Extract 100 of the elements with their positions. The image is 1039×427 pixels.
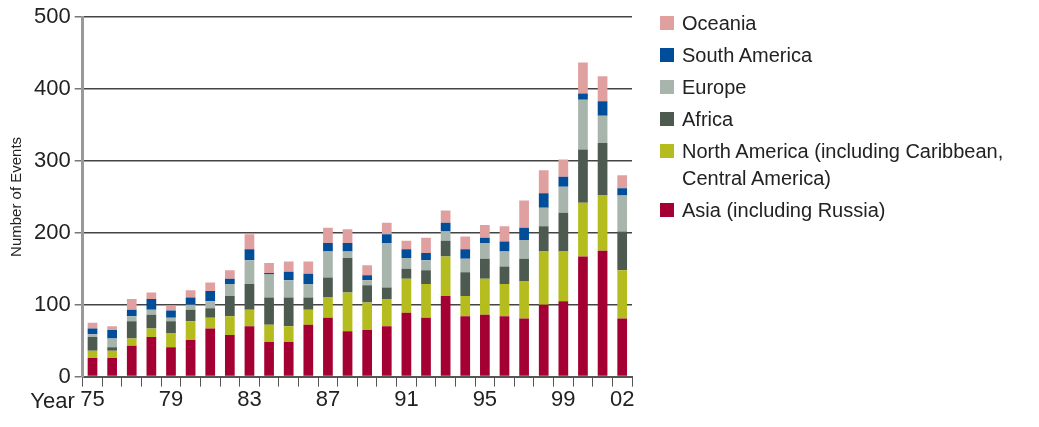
bar [146,298,157,310]
bar [538,304,549,376]
bar [166,321,176,334]
bar [617,188,628,196]
x-axis-title: Year [30,387,75,413]
bar [499,283,510,317]
x-tick-label: 02 [609,385,635,411]
bar [558,251,569,302]
bar [558,301,569,376]
bar [460,236,471,250]
bar [224,334,235,376]
bar [519,258,529,281]
bar [480,314,490,376]
bar [558,176,569,187]
bar [87,334,98,338]
x-tick-label: 91 [394,385,419,411]
bar [323,242,333,252]
bar [323,277,333,298]
bar [303,283,314,298]
bar [126,309,137,317]
bar [401,278,412,313]
bar [205,282,216,292]
bar [421,317,431,376]
bar [460,316,471,376]
bar [597,101,608,116]
bar [244,249,255,261]
bar [480,278,490,315]
bar [519,281,529,319]
bar [597,250,608,376]
bar [578,149,588,203]
bar [244,260,255,284]
bar [264,342,274,376]
bar [401,268,412,279]
bar [323,227,333,243]
bar [244,234,255,250]
bar [264,324,274,343]
bar [480,224,490,238]
bar [146,309,157,315]
bar [558,186,569,213]
legend-label: Europe [682,75,747,100]
bar [538,207,549,227]
bar [283,297,294,327]
bar [224,283,235,297]
bar [440,231,451,241]
bar [224,278,235,284]
bar [460,258,471,273]
bar [460,249,471,259]
bar [381,242,392,288]
bar [166,310,176,318]
bar [126,316,137,322]
bar [401,249,412,258]
bar [460,272,471,297]
legend-label: North America (including Caribbean, Central America) [682,139,1005,191]
x-tick-label: 95 [472,385,498,411]
bar [107,338,117,348]
bar [519,227,529,241]
bar [578,93,588,100]
bar [538,193,549,208]
bar [538,170,549,194]
bar [244,326,255,376]
bar [185,297,196,305]
x-tick-label: 99 [551,385,576,411]
bar [499,226,510,242]
legend-label: Africa [682,107,734,132]
bar [421,237,431,253]
bar [303,273,314,284]
bar [362,302,373,330]
y-tick-label: 200 [33,218,71,244]
bar [205,317,216,329]
bar [224,316,235,335]
bar [617,270,628,319]
bar [401,312,412,376]
bar [578,256,588,376]
bar [107,347,117,351]
bar [499,266,510,284]
legend-label: Asia (including Russia) [682,198,886,223]
bar [205,301,216,309]
bar [342,242,353,252]
bar [244,283,255,310]
bar [519,200,529,228]
bar [87,350,98,358]
bar [617,231,628,271]
bar [205,328,216,376]
x-tick-label: 83 [237,385,262,411]
x-tick-label: 75 [80,385,105,411]
bar [107,350,117,358]
bar [597,142,608,196]
legend-label: South America [682,43,813,68]
bar [421,270,431,284]
bar [283,326,294,343]
bar [185,339,196,376]
bar [166,333,176,348]
bar [617,318,628,376]
bar [362,265,373,276]
bar [303,309,314,325]
y-tick-label: 0 [58,362,71,388]
bar [617,175,628,189]
bar [440,240,451,257]
bar [381,326,392,376]
bar [362,329,373,376]
